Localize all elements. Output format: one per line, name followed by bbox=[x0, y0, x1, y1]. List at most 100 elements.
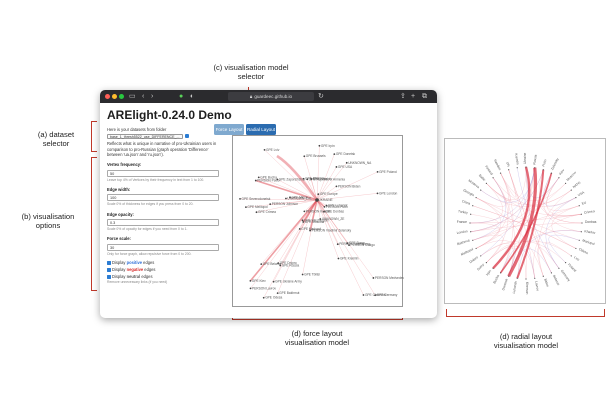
force-graph[interactable]: UKRAINE PERSON Vladimir Zelensky PERSON Pa… bbox=[233, 136, 404, 308]
radial-node[interactable] bbox=[470, 213, 472, 215]
radial-node[interactable] bbox=[578, 239, 580, 241]
force-node[interactable] bbox=[372, 277, 375, 279]
radial-node[interactable] bbox=[570, 189, 572, 191]
radial-node[interactable] bbox=[485, 261, 488, 264]
back-icon[interactable]: ‹ bbox=[142, 93, 145, 100]
shield-icon[interactable]: ● bbox=[179, 93, 184, 100]
radial-node[interactable] bbox=[485, 182, 488, 185]
radial-node[interactable] bbox=[542, 169, 544, 171]
vertex-frequency-input[interactable]: 50 bbox=[107, 169, 219, 177]
radial-node[interactable] bbox=[581, 222, 583, 224]
force-scale-input[interactable]: 30 bbox=[107, 243, 219, 251]
radial-node[interactable] bbox=[516, 167, 518, 169]
force-node[interactable] bbox=[317, 193, 320, 196]
force-node[interactable] bbox=[289, 196, 291, 199]
radial-node[interactable] bbox=[580, 231, 582, 233]
force-node[interactable] bbox=[346, 242, 349, 245]
force-node[interactable] bbox=[285, 197, 287, 200]
force-node[interactable] bbox=[298, 228, 301, 230]
dataset-select[interactable]: base_1_thresh5522_use_DIFFERENCE_... bbox=[107, 133, 183, 139]
radial-node[interactable] bbox=[534, 277, 536, 279]
force-node[interactable] bbox=[374, 294, 377, 297]
radial-node[interactable] bbox=[550, 172, 553, 174]
force-node[interactable] bbox=[306, 178, 309, 181]
force-node[interactable] bbox=[254, 179, 257, 182]
force-node[interactable] bbox=[362, 294, 365, 296]
force-node[interactable] bbox=[302, 177, 305, 180]
window-close-button[interactable] bbox=[105, 94, 110, 99]
radial-node[interactable] bbox=[480, 189, 482, 191]
force-layout-canvas[interactable]: UKRAINE PERSON Vladimir Zelensky PERSON Pa… bbox=[232, 135, 404, 308]
radial-layout-button[interactable]: Radial Layout bbox=[246, 124, 276, 135]
radial-node[interactable] bbox=[564, 182, 567, 185]
force-node[interactable] bbox=[325, 204, 328, 207]
force-node[interactable] bbox=[376, 192, 379, 195]
radial-node[interactable] bbox=[492, 177, 494, 179]
force-node[interactable] bbox=[262, 296, 265, 299]
force-node[interactable] bbox=[263, 149, 266, 151]
radial-node[interactable] bbox=[475, 196, 477, 199]
window-minimize-button[interactable] bbox=[112, 94, 117, 99]
force-node[interactable] bbox=[269, 203, 272, 206]
force-node[interactable] bbox=[337, 257, 340, 260]
radial-node[interactable] bbox=[475, 247, 477, 250]
force-node[interactable] bbox=[335, 185, 338, 188]
radial-node[interactable] bbox=[499, 272, 502, 274]
force-node[interactable] bbox=[301, 273, 304, 276]
address-bar[interactable]: 🔒︎ guardeec.github.io bbox=[228, 92, 314, 101]
radial-node[interactable] bbox=[470, 231, 472, 233]
tabs-icon[interactable]: ⧉ bbox=[422, 93, 427, 100]
tab-icon[interactable]: ◐ bbox=[190, 93, 195, 100]
radial-node[interactable] bbox=[564, 261, 567, 264]
force-node[interactable] bbox=[255, 211, 258, 214]
force-node[interactable] bbox=[302, 221, 305, 223]
new-tab-icon[interactable]: + bbox=[411, 93, 416, 100]
force-node[interactable] bbox=[249, 287, 252, 290]
radial-node[interactable] bbox=[575, 196, 577, 199]
forward-icon[interactable]: › bbox=[151, 93, 154, 100]
edge-opacity-input[interactable]: 0.3 bbox=[107, 219, 219, 227]
radial-node[interactable] bbox=[575, 247, 577, 250]
force-node[interactable] bbox=[323, 206, 326, 208]
force-node[interactable] bbox=[249, 279, 252, 282]
radial-node[interactable] bbox=[472, 239, 474, 241]
radial-node[interactable] bbox=[499, 172, 502, 174]
force-node[interactable] bbox=[310, 178, 313, 181]
force-node[interactable] bbox=[239, 197, 241, 200]
radial-node[interactable] bbox=[558, 267, 560, 269]
force-node[interactable] bbox=[315, 198, 319, 202]
force-node[interactable] bbox=[301, 219, 304, 222]
radial-node[interactable] bbox=[534, 167, 536, 169]
edge-width-input[interactable]: 100 bbox=[107, 194, 219, 202]
force-node[interactable] bbox=[319, 218, 322, 220]
radial-node[interactable] bbox=[480, 255, 482, 257]
force-node[interactable] bbox=[276, 178, 279, 181]
force-node[interactable] bbox=[303, 210, 306, 213]
share-icon[interactable]: ⇪ bbox=[400, 93, 406, 100]
radial-node[interactable] bbox=[508, 169, 510, 171]
radial-node[interactable] bbox=[525, 278, 527, 280]
radial-node[interactable] bbox=[525, 166, 527, 168]
negative-edges-checkbox[interactable] bbox=[107, 268, 111, 272]
force-node[interactable] bbox=[260, 263, 263, 266]
radial-node[interactable] bbox=[516, 277, 518, 279]
force-node[interactable] bbox=[336, 243, 339, 246]
radial-node[interactable] bbox=[542, 275, 544, 277]
force-node[interactable] bbox=[345, 161, 348, 164]
radial-node[interactable] bbox=[469, 222, 471, 224]
force-node[interactable] bbox=[335, 166, 338, 168]
sidebar-icon[interactable]: ▭ bbox=[129, 93, 136, 100]
force-node[interactable] bbox=[323, 210, 325, 213]
radial-node[interactable] bbox=[570, 255, 572, 257]
force-node[interactable] bbox=[272, 280, 275, 283]
radial-node[interactable] bbox=[558, 177, 560, 179]
force-layout-button[interactable]: Force Layout bbox=[214, 124, 244, 135]
radial-layout-canvas[interactable]: Ukraine Russia Putin Zelensky Kiev Moscow NATO… bbox=[444, 138, 606, 304]
force-node[interactable] bbox=[376, 170, 379, 173]
force-node[interactable] bbox=[245, 206, 247, 209]
force-node[interactable] bbox=[277, 262, 280, 265]
window-maximize-button[interactable] bbox=[119, 94, 124, 99]
radial-node[interactable] bbox=[550, 272, 553, 274]
force-node[interactable] bbox=[318, 144, 321, 147]
